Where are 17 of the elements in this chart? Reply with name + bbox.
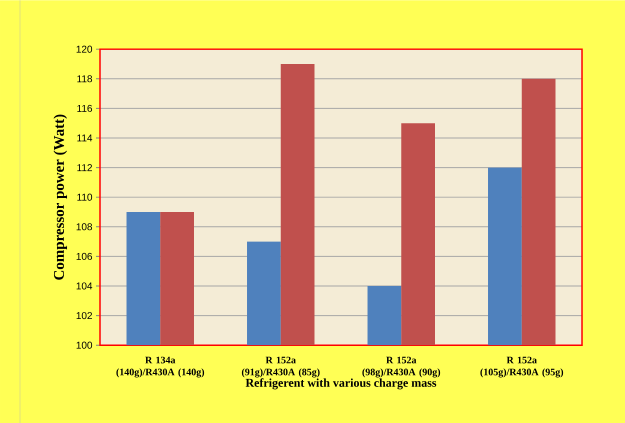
y-tick-label: 102 bbox=[76, 312, 92, 319]
y-tick-label: 114 bbox=[77, 134, 92, 142]
y-tick-label: 118 bbox=[77, 75, 92, 82]
y-tick-label: 120 bbox=[76, 45, 92, 53]
x-tick-label: R 152a (91g)/R430A (85g) bbox=[242, 356, 320, 378]
y-tick-label: 110 bbox=[77, 193, 92, 201]
x-tick-label: R 152a (98g)/R430A (90g) bbox=[362, 356, 440, 378]
y-tick-label: 106 bbox=[76, 252, 92, 260]
y-tick-label: 100 bbox=[76, 341, 92, 349]
y-tick-label: 112 bbox=[77, 164, 92, 171]
y-tick-label: 108 bbox=[76, 223, 92, 230]
y-tick-label: 104 bbox=[76, 282, 92, 290]
x-tick-label: R 152a (105g)/R430A (95g) bbox=[480, 356, 564, 378]
x-tick-label: R 134a (140g)/R430A (140g) bbox=[116, 356, 204, 378]
y-axis-title: Compressor power (Watt) bbox=[53, 114, 68, 280]
x-axis-title: Refrigerent with various charge mass bbox=[246, 378, 436, 390]
y-tick-label: 116 bbox=[77, 104, 92, 112]
